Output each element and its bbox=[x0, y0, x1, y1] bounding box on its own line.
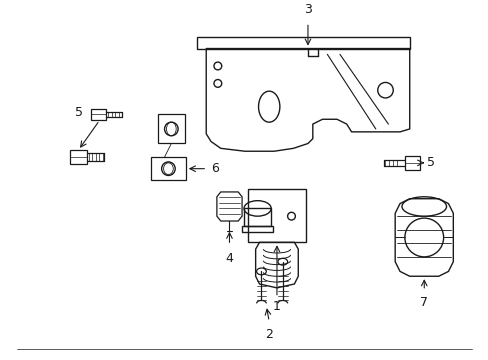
Text: 3: 3 bbox=[304, 3, 311, 15]
Text: 5: 5 bbox=[427, 156, 434, 169]
Text: 7: 7 bbox=[419, 296, 427, 309]
Text: 6: 6 bbox=[211, 162, 219, 175]
Text: 1: 1 bbox=[272, 301, 280, 314]
Text: 2: 2 bbox=[264, 328, 273, 341]
Text: 4: 4 bbox=[225, 252, 233, 265]
Text: 5: 5 bbox=[75, 106, 83, 119]
